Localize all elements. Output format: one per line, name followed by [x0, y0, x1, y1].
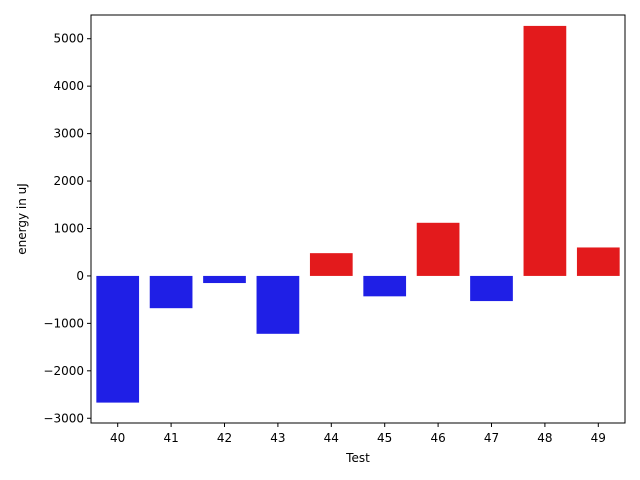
- y-tick-label: 2000: [53, 174, 84, 188]
- y-axis-label: energy in uJ: [15, 183, 29, 255]
- bar-45: [363, 275, 407, 297]
- x-axis-label: Test: [345, 451, 370, 465]
- bar-47: [470, 275, 513, 302]
- x-tick-label: 48: [537, 431, 552, 445]
- bar-44: [309, 253, 353, 276]
- x-tick-label: 40: [110, 431, 125, 445]
- y-tick-label: −3000: [43, 411, 84, 425]
- y-tick-label: 5000: [53, 32, 84, 46]
- x-tick-label: 44: [324, 431, 339, 445]
- x-tick-label: 42: [217, 431, 232, 445]
- bar-46: [416, 222, 460, 276]
- bar-43: [256, 275, 300, 334]
- bar-40: [96, 275, 140, 403]
- x-axis-ticks: 40 41 42 43 44 45 46 47 48 49: [110, 423, 606, 445]
- y-tick-label: 4000: [53, 79, 84, 93]
- bar-42: [203, 275, 246, 284]
- x-tick-label: 43: [270, 431, 285, 445]
- bar-48: [523, 25, 567, 276]
- bar-49: [576, 247, 620, 276]
- x-tick-label: 45: [377, 431, 392, 445]
- x-tick-label: 49: [591, 431, 606, 445]
- bars-group: [96, 25, 620, 403]
- y-tick-label: 3000: [53, 127, 84, 141]
- plot-frame: [90, 14, 626, 424]
- x-tick-label: 47: [484, 431, 499, 445]
- y-tick-label: 1000: [53, 221, 84, 235]
- y-tick-label: −2000: [43, 364, 84, 378]
- y-tick-label: 0: [76, 269, 84, 283]
- y-tick-label: −1000: [43, 316, 84, 330]
- x-tick-label: 46: [430, 431, 445, 445]
- y-axis-ticks: −3000 −2000 −1000 0 1000 2000 3000 4000 5000: [43, 32, 91, 425]
- x-tick-label: 41: [163, 431, 178, 445]
- bar-41: [149, 275, 193, 309]
